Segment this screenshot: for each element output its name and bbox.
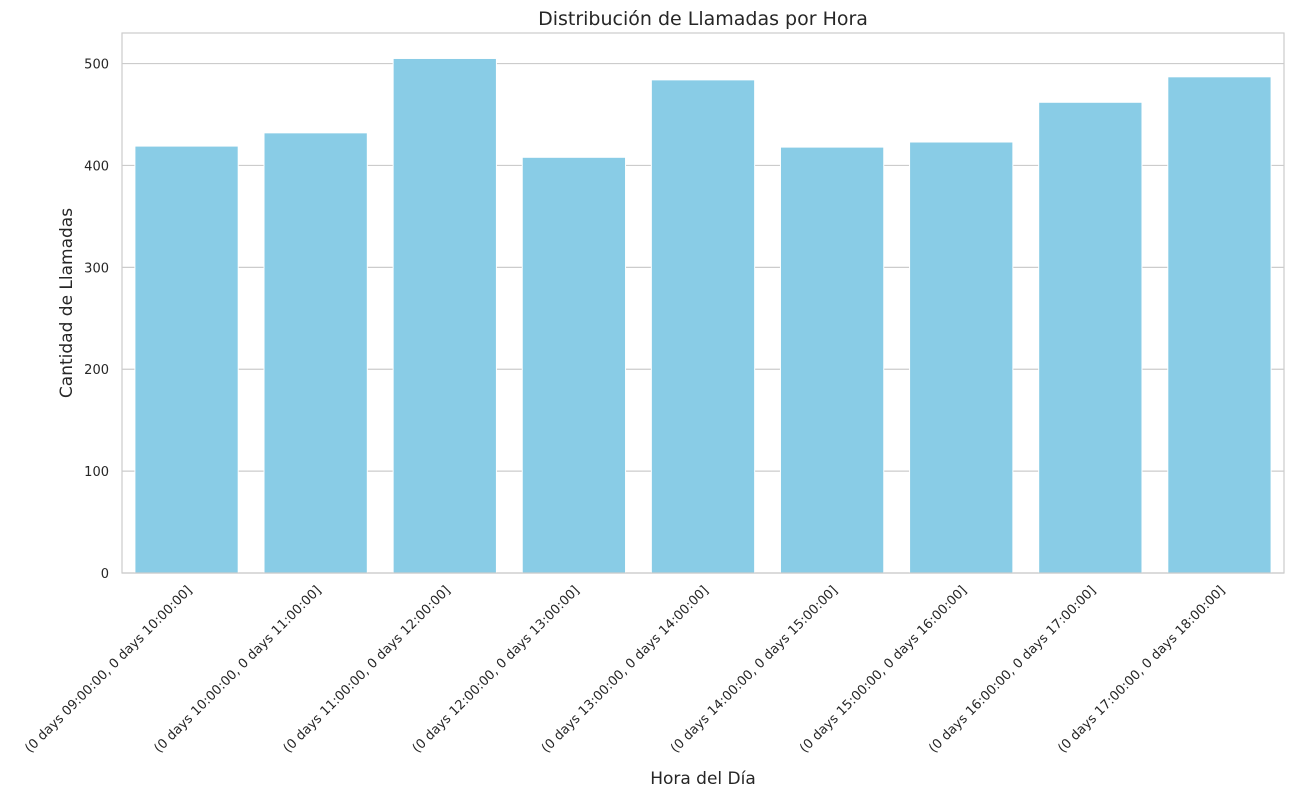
y-tick-label: 0 xyxy=(101,567,109,582)
bar xyxy=(521,156,627,574)
x-tick-labels: (0 days 09:00:00, 0 days 10:00:00](0 day… xyxy=(22,583,1228,756)
y-tick-labels: 0 100 200 300 400 500 xyxy=(84,58,109,582)
bar xyxy=(779,146,885,574)
y-tick-label: 400 xyxy=(84,159,109,174)
chart-title: Distribución de Llamadas por Hora xyxy=(538,8,868,30)
plot-frame xyxy=(121,32,1285,574)
bar xyxy=(134,145,239,574)
bar xyxy=(392,57,497,574)
y-tick-label: 100 xyxy=(84,465,109,480)
bar xyxy=(909,141,1014,574)
y-tick-label: 500 xyxy=(84,58,109,73)
bar xyxy=(263,132,368,574)
y-tick-label: 300 xyxy=(84,261,109,276)
bar xyxy=(650,79,756,574)
y-axis-label: Cantidad de Llamadas xyxy=(57,208,77,398)
bar xyxy=(1038,101,1143,574)
y-tick-label: 200 xyxy=(84,363,109,378)
bar xyxy=(1167,76,1272,574)
x-axis-label: Hora del Día xyxy=(650,769,756,789)
bars xyxy=(134,57,1272,574)
